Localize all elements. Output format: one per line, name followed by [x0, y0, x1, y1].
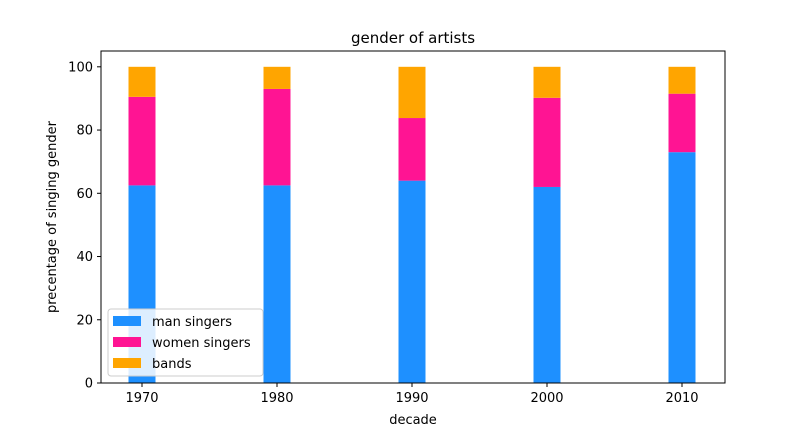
bar-bands-1970 — [128, 66, 156, 97]
legend-box — [107, 308, 264, 377]
bar-women-singers-1970 — [128, 96, 156, 186]
bars-group — [128, 66, 696, 383]
legend-label-women-singers: women singers — [152, 336, 251, 351]
bar-man-singers-2010 — [668, 152, 696, 383]
legend-swatch-man-singers — [113, 316, 141, 326]
plot-frame — [100, 50, 726, 384]
bar-bands-2010 — [668, 66, 696, 94]
bar-women-singers-2010 — [668, 93, 696, 153]
y-axis-title: precentage of singing gender — [45, 120, 60, 313]
y-tick-label-40: 40 — [76, 250, 93, 265]
y-tick-label-0: 0 — [85, 377, 93, 392]
legend-swatch-women-singers — [113, 337, 141, 347]
bar-bands-2000 — [533, 66, 561, 98]
bar-bands-1980 — [263, 66, 291, 89]
x-tick-label-2010: 2010 — [665, 391, 698, 406]
x-axis-title: decade — [389, 413, 437, 428]
bar-man-singers-2000 — [533, 186, 561, 383]
legend-label-bands: bands — [152, 357, 192, 372]
y-tick-label-100: 100 — [68, 60, 93, 75]
bar-women-singers-1990 — [398, 118, 426, 181]
bar-women-singers-2000 — [533, 97, 561, 187]
legend-swatch-bands — [113, 358, 141, 368]
x-tick-label-1980: 1980 — [260, 391, 293, 406]
bar-man-singers-1990 — [398, 180, 426, 383]
x-tick-label-1970: 1970 — [125, 391, 158, 406]
x-tick-label-2000: 2000 — [530, 391, 563, 406]
x-tick-label-1990: 1990 — [395, 391, 428, 406]
y-tick-label-60: 60 — [76, 187, 93, 202]
chart-title: gender of artists — [351, 29, 475, 47]
y-axis: 0 20 40 60 80 100 — [68, 60, 101, 392]
x-axis: 1970 1980 1990 2000 2010 — [125, 383, 699, 406]
legend: man singers women singers bands — [107, 308, 264, 377]
bar-bands-1990 — [398, 66, 426, 119]
bar-women-singers-1980 — [263, 88, 291, 186]
legend-label-man-singers: man singers — [152, 315, 232, 330]
y-tick-label-80: 80 — [76, 124, 93, 139]
y-tick-label-20: 20 — [76, 313, 93, 328]
bar-man-singers-1980 — [263, 185, 291, 383]
